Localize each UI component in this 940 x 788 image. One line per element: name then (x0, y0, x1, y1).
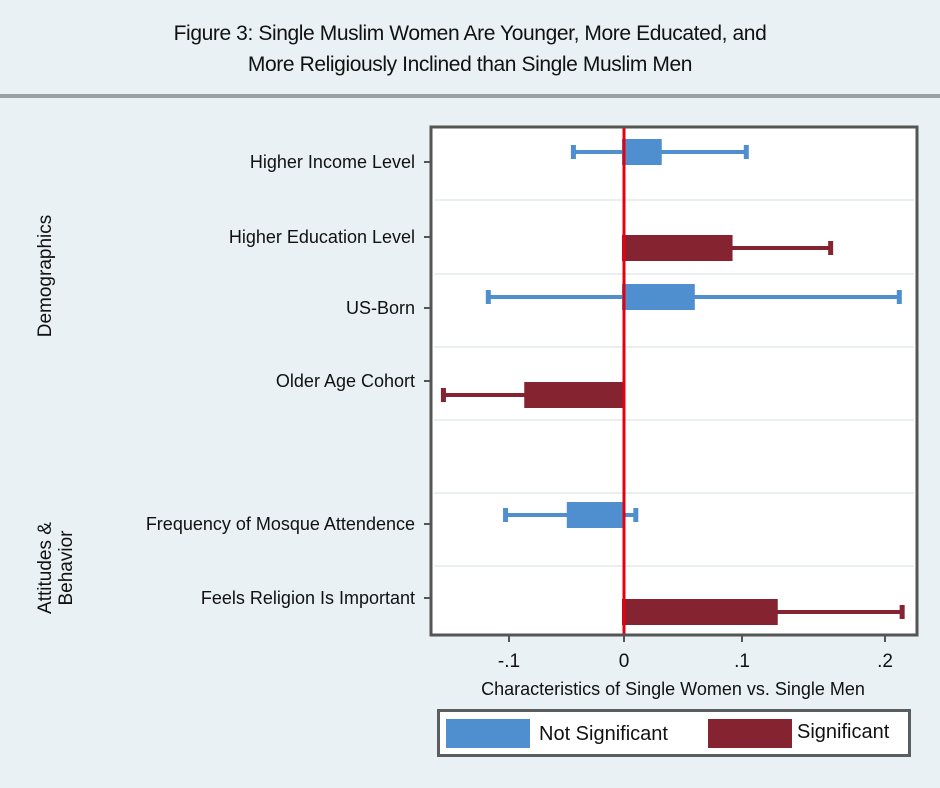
chart-title: Figure 3: Single Muslim Women Are Younge… (0, 18, 940, 80)
x-tick-label: 0 (619, 651, 630, 672)
y-tick-label: Higher Education Level (229, 227, 415, 247)
y-tick-label: Older Age Cohort (276, 371, 415, 391)
plot-border (429, 125, 919, 637)
group-label-attitudes-behavior: Attitudes & (35, 522, 56, 614)
bar (524, 382, 624, 408)
legend-swatch-significant (708, 719, 792, 748)
legend-label-significant: Significant (797, 721, 890, 743)
legend-label-not-significant: Not Significant (539, 723, 668, 745)
bar (622, 139, 662, 165)
x-tick-label: -.1 (498, 651, 520, 672)
y-tick-label: Feels Religion Is Important (201, 588, 415, 608)
y-tick-label: US-Born (346, 298, 415, 318)
bar (622, 284, 695, 310)
x-tick-label: .1 (734, 651, 750, 672)
group-label-attitudes-behavior-line2: Behavior (56, 530, 77, 606)
bar (622, 599, 778, 625)
x-tick-label: .2 (877, 651, 893, 672)
bar (566, 502, 624, 528)
y-tick-label: Higher Income Level (250, 152, 415, 172)
legend: Not Significant Significant (437, 709, 911, 757)
plot-area (431, 127, 917, 635)
chart-title-line: More Religiously Inclined than Single Mu… (247, 53, 693, 76)
chart-title-line: Figure 3: Single Muslim Women Are Younge… (173, 22, 767, 45)
legend-swatch-not-significant (446, 719, 530, 748)
group-label-demographics: Demographics (35, 215, 56, 338)
x-axis-label: Characteristics of Single Women vs. Sing… (481, 679, 865, 699)
bar (622, 235, 733, 261)
y-tick-label: Frequency of Mosque Attendence (146, 514, 415, 534)
title-divider (0, 94, 940, 98)
